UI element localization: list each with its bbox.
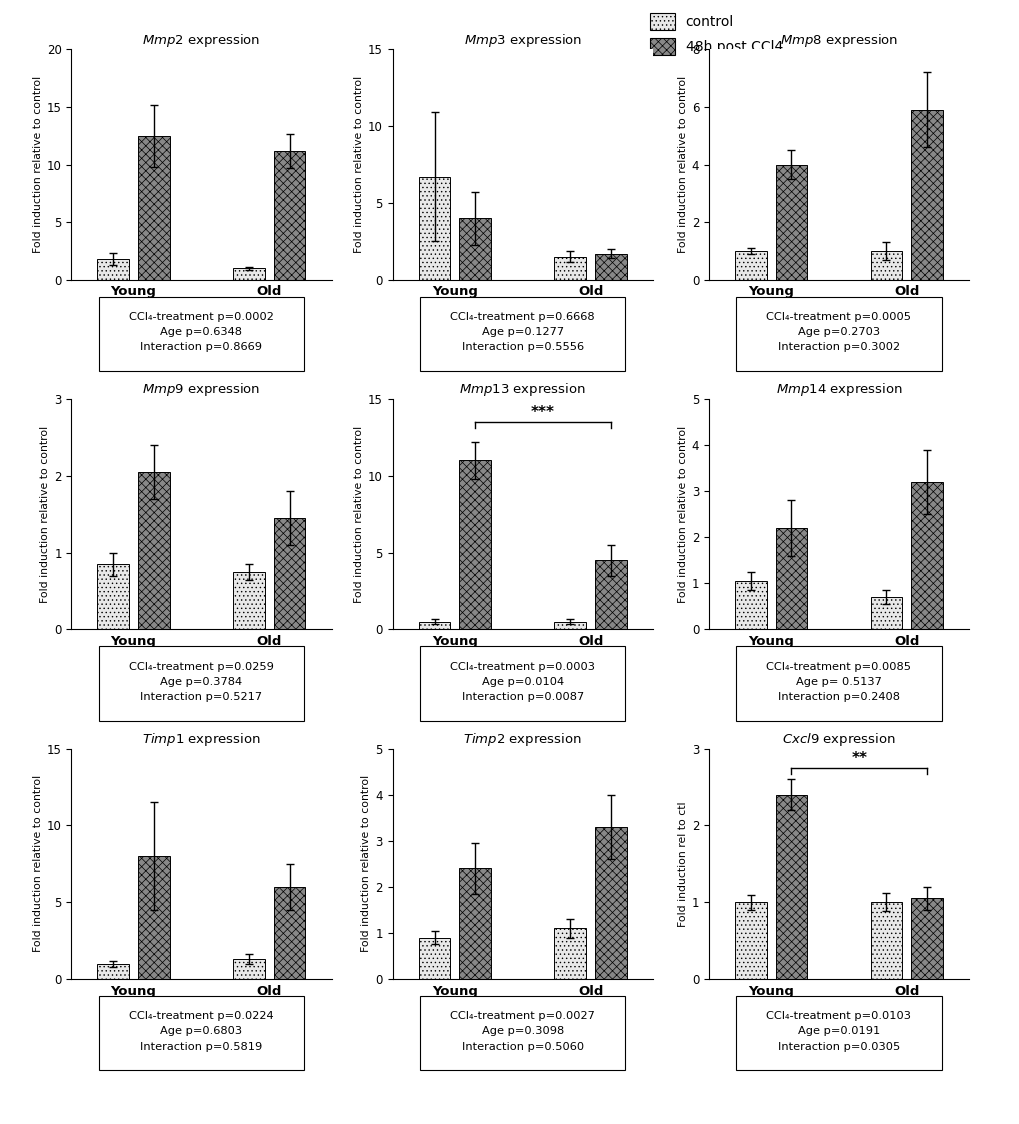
Bar [138,856,169,979]
FancyBboxPatch shape [420,646,625,720]
FancyBboxPatch shape [420,297,625,371]
FancyBboxPatch shape [736,646,941,720]
Text: CCl₄-treatment p=0.0085
Age p= 0.5137
Interaction p=0.2408: CCl₄-treatment p=0.0085 Age p= 0.5137 In… [765,662,911,702]
Text: CCl₄-treatment p=0.0103
Age p=0.0191
Interaction p=0.0305: CCl₄-treatment p=0.0103 Age p=0.0191 Int… [765,1012,911,1052]
Bar [273,151,306,280]
Y-axis label: Fold induction relative to control: Fold induction relative to control [33,776,43,952]
Text: CCl₄-treatment p=0.0259
Age p=0.3784
Interaction p=0.5217: CCl₄-treatment p=0.0259 Age p=0.3784 Int… [128,662,274,702]
Bar [774,795,806,979]
Title: $\mathit{Mmp2}$ expression: $\mathit{Mmp2}$ expression [142,31,261,49]
Y-axis label: Fold induction relative to control: Fold induction relative to control [677,426,687,602]
Bar [419,937,450,979]
FancyBboxPatch shape [99,996,304,1070]
Text: CCl₄-treatment p=0.0002
Age p=0.6348
Interaction p=0.8669: CCl₄-treatment p=0.0002 Age p=0.6348 Int… [128,312,274,353]
Bar [734,903,766,979]
Text: **: ** [851,751,866,767]
Bar [554,622,586,629]
Text: ***: *** [531,406,554,420]
Bar [419,176,450,280]
FancyBboxPatch shape [420,996,625,1070]
Title: $\mathit{Mmp13}$ expression: $\mathit{Mmp13}$ expression [459,381,586,399]
Title: $\mathit{Mmp3}$ expression: $\mathit{Mmp3}$ expression [463,31,582,49]
Bar [138,472,169,629]
Bar [98,260,129,280]
Y-axis label: Fold induction relative to control: Fold induction relative to control [677,76,687,253]
Bar [910,898,943,979]
Bar [554,928,586,979]
FancyBboxPatch shape [736,996,941,1070]
Bar [138,136,169,280]
Text: CCl₄-treatment p=0.0003
Age p=0.0104
Interaction p=0.0087: CCl₄-treatment p=0.0003 Age p=0.0104 Int… [449,662,595,702]
Bar [774,165,806,280]
Bar [273,887,306,979]
Y-axis label: Fold induction relative to control: Fold induction relative to control [354,426,364,602]
Bar [459,218,490,280]
Bar [870,903,902,979]
Title: $\mathit{Mmp8}$ expression: $\mathit{Mmp8}$ expression [779,31,898,49]
Y-axis label: Fold induction relative to control: Fold induction relative to control [40,426,50,602]
Text: CCl₄-treatment p=0.0027
Age p=0.3098
Interaction p=0.5060: CCl₄-treatment p=0.0027 Age p=0.3098 Int… [449,1012,595,1052]
Bar [870,251,902,280]
Bar [98,963,129,979]
Text: CCl₄-treatment p=0.0224
Age p=0.6803
Interaction p=0.5819: CCl₄-treatment p=0.0224 Age p=0.6803 Int… [129,1012,273,1052]
Text: CCl₄-treatment p=0.0005
Age p=0.2703
Interaction p=0.3002: CCl₄-treatment p=0.0005 Age p=0.2703 Int… [765,312,911,353]
Bar [233,269,265,280]
Bar [870,597,902,629]
Bar [594,827,626,979]
Bar [419,622,450,629]
Bar [273,518,306,629]
Title: $\mathit{Cxcl9}$ expression: $\mathit{Cxcl9}$ expression [782,731,895,749]
FancyBboxPatch shape [99,646,304,720]
Title: $\mathit{Mmp9}$ expression: $\mathit{Mmp9}$ expression [142,381,261,399]
Bar [910,482,943,629]
Y-axis label: Fold induction relative to control: Fold induction relative to control [361,776,371,952]
Bar [734,251,766,280]
Bar [554,257,586,280]
Bar [774,528,806,629]
Text: CCl₄-treatment p=0.6668
Age p=0.1277
Interaction p=0.5556: CCl₄-treatment p=0.6668 Age p=0.1277 Int… [450,312,594,353]
Bar [459,461,490,629]
Bar [594,560,626,629]
Title: $\mathit{Timp2}$ expression: $\mathit{Timp2}$ expression [463,731,582,749]
Title: $\mathit{Timp1}$ expression: $\mathit{Timp1}$ expression [142,731,261,749]
Bar [233,959,265,979]
Bar [98,564,129,629]
Bar [910,110,943,280]
Legend: control, 48h post CCl4: control, 48h post CCl4 [649,12,783,55]
Bar [594,254,626,280]
Y-axis label: Fold induction rel to ctl: Fold induction rel to ctl [677,801,687,926]
Y-axis label: Fold induction relative to control: Fold induction relative to control [33,76,43,253]
FancyBboxPatch shape [736,297,941,371]
Y-axis label: Fold induction relative to control: Fold induction relative to control [354,76,364,253]
FancyBboxPatch shape [99,297,304,371]
Bar [459,869,490,979]
Bar [734,581,766,629]
Title: $\mathit{Mmp14}$ expression: $\mathit{Mmp14}$ expression [774,381,902,399]
Bar [233,572,265,629]
